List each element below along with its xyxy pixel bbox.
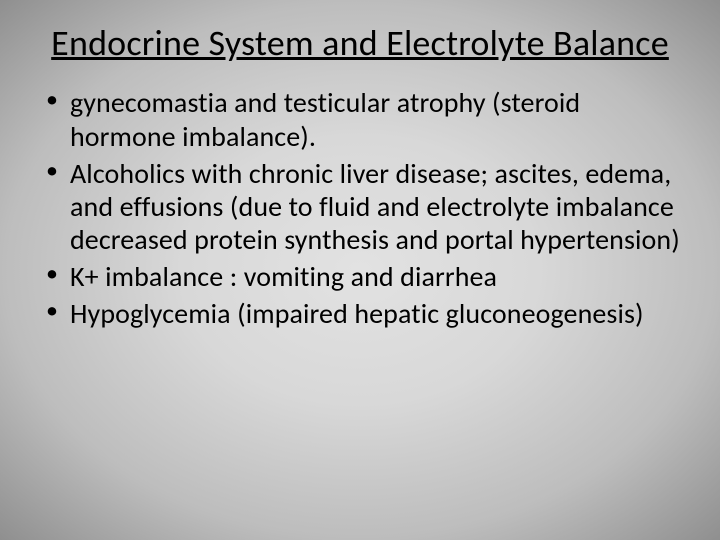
slide-title: Endocrine System and Electrolyte Balance [36, 22, 684, 64]
slide-container: Endocrine System and Electrolyte Balance… [0, 0, 720, 540]
list-item: Alcoholics with chronic liver disease; a… [44, 157, 684, 256]
list-item: gynecomastia and testicular atrophy (ste… [44, 86, 684, 152]
bullet-list: gynecomastia and testicular atrophy (ste… [36, 86, 684, 329]
list-item: Hypoglycemia (impaired hepatic gluconeog… [44, 297, 684, 330]
list-item: K+ imbalance : vomiting and diarrhea [44, 260, 684, 293]
